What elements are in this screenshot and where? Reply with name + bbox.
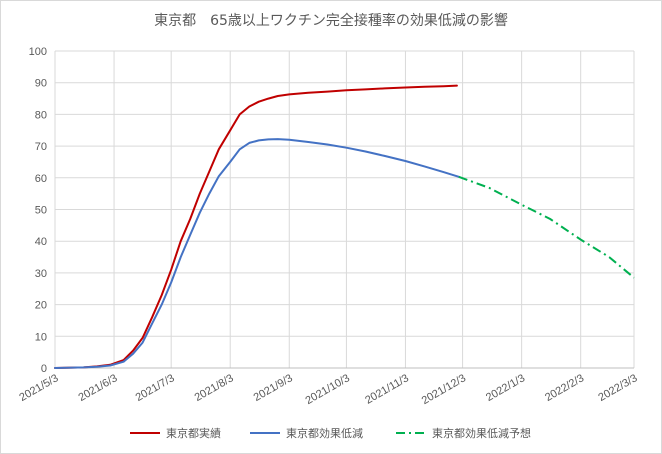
x-tick-label: 2022/1/3 bbox=[484, 372, 527, 404]
x-tick-label: 2022/3/3 bbox=[596, 372, 639, 404]
legend-label-2: 東京都効果低減 bbox=[286, 426, 363, 440]
y-tick-label: 0 bbox=[41, 363, 47, 375]
x-tick-label: 2021/10/3 bbox=[304, 372, 352, 407]
series bbox=[54, 84, 635, 369]
y-tick-label: 100 bbox=[29, 46, 47, 58]
x-tick-label: 2022/2/3 bbox=[543, 372, 586, 404]
legend-label-1: 東京都実績 bbox=[166, 426, 221, 440]
legend: 東京都実績 東京都効果低減 東京都効果低減予想 bbox=[130, 426, 531, 440]
series-line-1 bbox=[54, 84, 458, 369]
axes: 0 10 20 30 40 50 60 70 80 90 100 2021/5/3 2021/6/3 20… bbox=[17, 46, 639, 407]
gridlines bbox=[54, 50, 635, 368]
x-tick-label: 2021/5/3 bbox=[17, 372, 60, 404]
y-tick-label: 30 bbox=[35, 268, 47, 280]
x-tick-label: 2021/11/3 bbox=[363, 372, 411, 406]
x-tick-label: 2021/6/3 bbox=[76, 372, 119, 404]
series-line-2 bbox=[54, 138, 460, 369]
legend-label-3: 東京都効果低減予想 bbox=[432, 426, 531, 440]
y-tick-label: 60 bbox=[35, 173, 47, 185]
x-tick-label: 2021/12/3 bbox=[420, 372, 468, 407]
x-tick-label: 2021/7/3 bbox=[134, 372, 177, 404]
y-tick-label: 90 bbox=[35, 78, 47, 90]
y-tick-label: 70 bbox=[35, 141, 47, 153]
y-tick-label: 50 bbox=[35, 205, 47, 217]
x-tick-label: 2021/9/3 bbox=[252, 372, 295, 404]
y-tick-label: 20 bbox=[35, 300, 47, 312]
x-tick-label: 2021/8/3 bbox=[193, 372, 236, 404]
chart-title: 東京都 65歳以上ワクチン完全接種率の効果低減の影響 bbox=[154, 13, 508, 29]
y-tick-label: 80 bbox=[35, 109, 47, 121]
y-tick-label: 10 bbox=[35, 331, 47, 343]
series-line-3 bbox=[458, 175, 635, 279]
y-tick-label: 40 bbox=[35, 236, 47, 248]
